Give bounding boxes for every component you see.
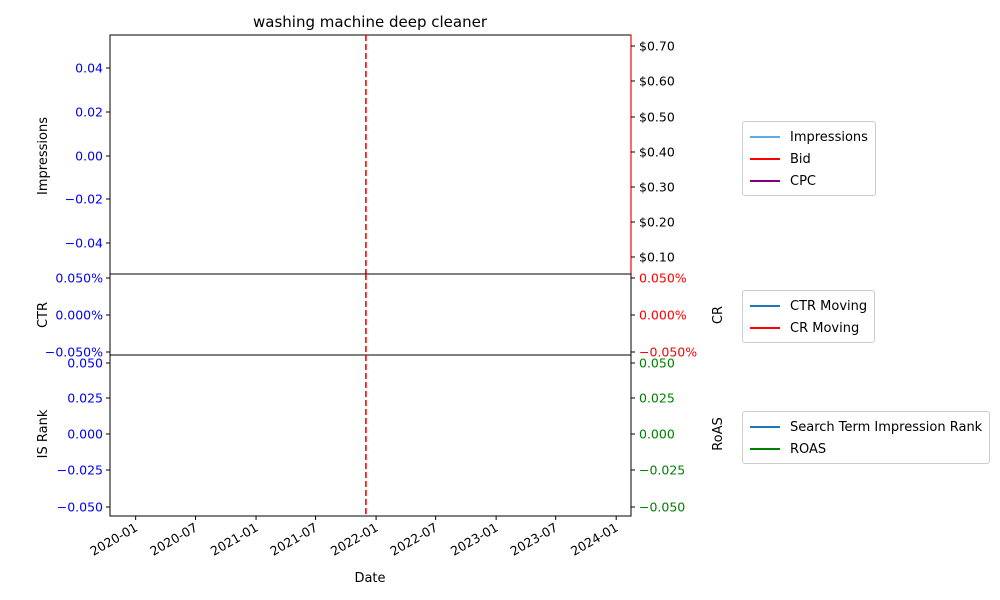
x-tick-label: 2023-07 [507, 520, 560, 559]
x-axis: 2020-01 2020-07 2021-01 2021-07 2022-01 2022-… [87, 516, 621, 559]
legend-label: CR Moving [790, 320, 860, 336]
legend-swatch [750, 327, 780, 329]
right-tick-label: $0.40 [639, 145, 675, 160]
left-tick-label: −0.02 [65, 192, 103, 207]
right-tick-label: 0.050 [639, 356, 675, 371]
left-tick-label: 0.02 [75, 105, 103, 120]
left-axis-label: CTR [36, 302, 51, 328]
legend-item: Impressions [750, 126, 868, 148]
left-tick-label: −0.04 [65, 236, 103, 251]
right-tick-label: 0.050% [639, 271, 687, 286]
legend-top: Impressions Bid CPC [742, 121, 876, 196]
legend-item: CPC [750, 170, 868, 192]
right-tick-label: $0.10 [639, 250, 675, 265]
x-tick-label: 2023-01 [448, 520, 501, 559]
left-tick-label: −0.050% [45, 345, 103, 360]
x-tick-label: 2021-07 [267, 520, 320, 559]
legend-swatch [750, 426, 780, 428]
legend-item: CR Moving [750, 317, 867, 339]
right-tick-label: $0.70 [639, 39, 675, 54]
chart-title: washing machine deep cleaner [253, 13, 488, 31]
legend-label: Bid [790, 151, 811, 167]
left-tick-label: 0.025 [67, 391, 103, 406]
legend-swatch [750, 448, 780, 450]
x-tick-label: 2024-01 [568, 520, 621, 559]
chart-panels: 0.04 0.02 0.00 −0.02 −0.04 $0.70 $0.60 $0.50 $0.… [36, 34, 726, 517]
panel-frame [109, 273, 632, 356]
left-tick-label: 0.050% [55, 271, 103, 286]
right-axis-label: RoAS [711, 417, 726, 451]
legend-label: CPC [790, 173, 816, 189]
left-tick-label: −0.025 [57, 463, 103, 478]
legend-swatch [750, 136, 780, 138]
left-tick-label: 0.04 [75, 61, 103, 76]
x-axis-label: Date [354, 571, 385, 586]
right-tick-label: −0.050 [639, 500, 685, 515]
legend-label: Impressions [790, 129, 868, 145]
legend-middle: CTR Moving CR Moving [742, 290, 876, 343]
panel-top: 0.04 0.02 0.00 −0.02 −0.04 $0.70 $0.60 $0.50 $0.… [36, 34, 675, 275]
right-tick-label: $0.30 [639, 180, 675, 195]
panel-frame [109, 354, 632, 517]
right-tick-label: 0.000% [639, 308, 687, 323]
legend-item: Search Term Impression Rank [750, 416, 982, 438]
x-tick-label: 2020-07 [147, 520, 200, 559]
right-tick-label: 0.025 [639, 391, 675, 406]
legend-label: Search Term Impression Rank [790, 419, 983, 435]
x-tick-label: 2022-01 [328, 520, 381, 559]
left-tick-label: −0.050 [57, 500, 103, 515]
left-tick-label: 0.000% [55, 308, 103, 323]
panel-frame [109, 34, 632, 275]
legend-swatch [750, 158, 780, 160]
legend-swatch [750, 180, 780, 182]
left-tick-label: 0.00 [75, 149, 103, 164]
right-tick-label: $0.20 [639, 215, 675, 230]
left-tick-label: 0.000 [67, 427, 103, 442]
right-axis-label: CR [711, 306, 726, 324]
legend-label: CTR Moving [790, 298, 868, 314]
legend-item: ROAS [750, 438, 982, 460]
legend-bottom: Search Term Impression Rank ROAS [742, 411, 991, 464]
x-tick-label: 2022-07 [387, 520, 440, 559]
right-tick-label: $0.50 [639, 110, 675, 125]
x-tick-label: 2020-01 [87, 520, 140, 559]
right-tick-label: −0.025 [639, 463, 685, 478]
legend-label: ROAS [790, 441, 827, 457]
legend-item: CTR Moving [750, 295, 867, 317]
left-axis-label: IS Rank [36, 409, 51, 458]
right-tick-label: −0.050% [639, 345, 697, 360]
x-tick-label: 2021-01 [208, 520, 261, 559]
legend-swatch [750, 305, 780, 307]
panel-bottom: 0.050 0.025 0.000 −0.025 −0.050 0.050 0.025 0.0… [36, 354, 726, 517]
left-axis-label: Impressions [36, 117, 51, 195]
panel-middle: 0.050% 0.000% −0.050% 0.050% 0.000% −0.050% CT… [36, 271, 726, 360]
left-tick-label: 0.050 [67, 356, 103, 371]
right-tick-label: $0.60 [639, 74, 675, 89]
legend-item: Bid [750, 148, 868, 170]
right-tick-label: 0.000 [639, 427, 675, 442]
